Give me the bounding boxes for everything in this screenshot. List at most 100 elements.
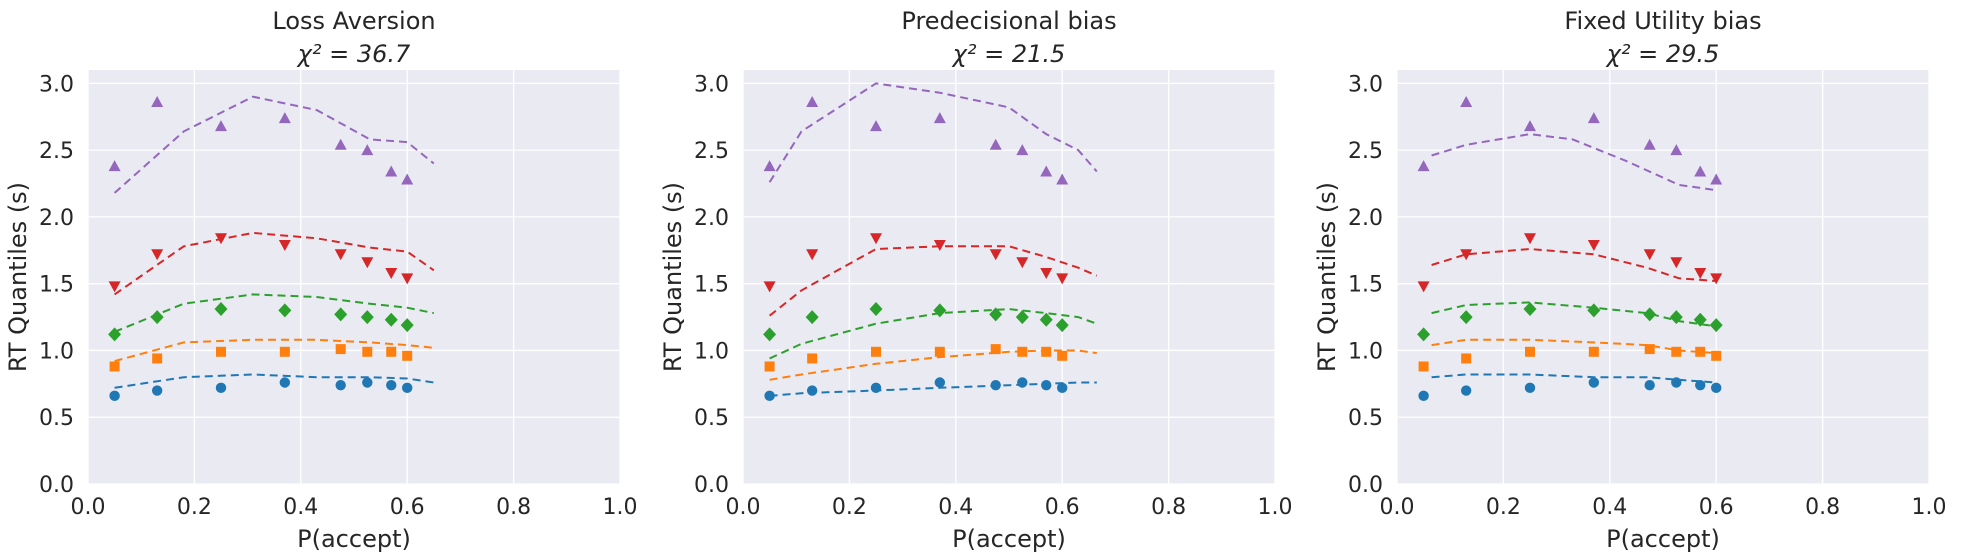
series-circle bbox=[1418, 373, 1722, 402]
data-point bbox=[806, 385, 818, 396]
data-point bbox=[214, 302, 228, 317]
data-point bbox=[1459, 310, 1473, 325]
y-tick-label: 3.0 bbox=[694, 72, 729, 97]
x-tick-label: 1.0 bbox=[1258, 495, 1293, 520]
series-diamond bbox=[763, 302, 1098, 360]
data-point bbox=[401, 273, 414, 285]
data-point bbox=[1015, 310, 1029, 325]
data-point bbox=[108, 160, 121, 172]
y-tick-label: 3.0 bbox=[1348, 72, 1383, 97]
data-point bbox=[108, 327, 122, 342]
y-tick-label: 0.0 bbox=[694, 473, 729, 498]
plot-area bbox=[1397, 70, 1929, 484]
series-diamond bbox=[108, 293, 434, 342]
data-point bbox=[1694, 267, 1707, 279]
y-tick-label: 0.0 bbox=[39, 473, 74, 498]
x-tick-label: 0.4 bbox=[283, 495, 318, 520]
data-point bbox=[335, 344, 346, 355]
data-point bbox=[334, 307, 348, 322]
data-point bbox=[990, 379, 1001, 391]
model-line bbox=[1431, 133, 1717, 192]
data-point bbox=[1417, 327, 1431, 342]
plot-area bbox=[743, 70, 1275, 484]
data-point bbox=[990, 344, 1001, 355]
data-point bbox=[216, 346, 226, 357]
data-point bbox=[279, 346, 290, 357]
data-point bbox=[1041, 346, 1052, 357]
data-point bbox=[151, 249, 164, 261]
model-line bbox=[768, 245, 1098, 317]
series-diamond bbox=[1417, 301, 1723, 342]
model-line bbox=[1431, 247, 1717, 282]
data-point bbox=[1418, 390, 1429, 402]
y-tick-label: 1.5 bbox=[694, 273, 729, 298]
data-point bbox=[1524, 120, 1536, 132]
x-axis-label: P(accept) bbox=[952, 525, 1066, 553]
data-point bbox=[1017, 346, 1028, 357]
data-point bbox=[1057, 350, 1068, 361]
model-line bbox=[114, 293, 434, 333]
y-tick-label: 2.5 bbox=[39, 139, 74, 164]
data-point bbox=[989, 249, 1002, 261]
data-point bbox=[1644, 344, 1655, 355]
data-point bbox=[933, 112, 946, 124]
data-point bbox=[934, 377, 946, 388]
data-point bbox=[871, 346, 881, 357]
data-point bbox=[1017, 377, 1028, 388]
data-point bbox=[1643, 307, 1657, 322]
chart-subtitle: χ² = 36.7 bbox=[296, 40, 411, 68]
y-tick-label: 1.0 bbox=[694, 339, 729, 364]
data-point bbox=[869, 302, 883, 317]
x-tick-label: 0.6 bbox=[1699, 495, 1734, 520]
data-point bbox=[402, 382, 413, 394]
y-tick-label: 0.5 bbox=[39, 406, 74, 431]
data-point bbox=[933, 303, 947, 318]
data-point bbox=[870, 233, 882, 245]
data-point bbox=[1523, 302, 1537, 317]
data-point bbox=[215, 382, 227, 394]
data-point bbox=[1056, 173, 1069, 185]
model-line bbox=[769, 349, 1097, 381]
data-point bbox=[806, 249, 819, 261]
data-point bbox=[215, 233, 227, 245]
y-tick-label: 0.0 bbox=[1348, 473, 1383, 498]
data-point bbox=[1694, 165, 1707, 177]
data-point bbox=[1041, 379, 1052, 391]
data-point bbox=[1524, 382, 1536, 394]
data-point bbox=[934, 346, 945, 357]
chart-title: Predecisional bias bbox=[901, 7, 1116, 35]
data-point bbox=[1587, 303, 1601, 318]
x-tick-label: 0.0 bbox=[71, 495, 106, 520]
data-point bbox=[1460, 385, 1472, 396]
data-point bbox=[1055, 318, 1069, 333]
data-point bbox=[1016, 257, 1029, 269]
data-point bbox=[870, 120, 882, 132]
plot-area bbox=[88, 70, 620, 484]
y-tick-label: 3.0 bbox=[39, 72, 74, 97]
y-tick-label: 2.0 bbox=[694, 206, 729, 231]
model-line bbox=[113, 95, 435, 194]
data-point bbox=[1644, 379, 1655, 391]
series-triangle-down bbox=[108, 231, 435, 296]
x-tick-label: 0.4 bbox=[1592, 495, 1627, 520]
data-point bbox=[386, 346, 397, 357]
data-point bbox=[1671, 346, 1682, 357]
data-point bbox=[334, 249, 347, 261]
data-point bbox=[1711, 382, 1722, 394]
data-point bbox=[215, 120, 227, 132]
data-point bbox=[1039, 312, 1053, 327]
data-point bbox=[334, 138, 347, 150]
y-tick-label: 0.5 bbox=[1348, 406, 1383, 431]
data-point bbox=[109, 361, 120, 372]
model-line bbox=[769, 308, 1098, 360]
series-circle bbox=[764, 377, 1097, 402]
data-point bbox=[384, 312, 398, 327]
x-tick-label: 0.6 bbox=[1045, 495, 1080, 520]
data-point bbox=[1460, 249, 1473, 261]
data-point bbox=[1418, 361, 1429, 372]
y-tick-label: 2.0 bbox=[1348, 206, 1383, 231]
series-triangle-up bbox=[1417, 96, 1723, 192]
data-point bbox=[1040, 165, 1053, 177]
data-point bbox=[361, 257, 374, 269]
x-tick-label: 0.6 bbox=[390, 495, 425, 520]
